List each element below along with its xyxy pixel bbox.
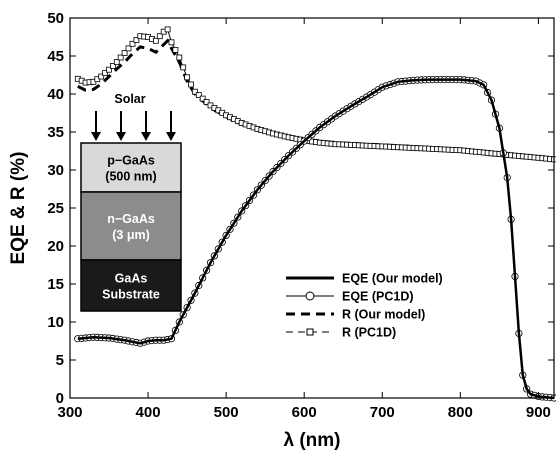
legend-label: R (Our model): [342, 308, 425, 322]
r-pc1d-marker: [164, 26, 171, 33]
r-pc1d-marker: [199, 95, 206, 102]
legend-label: EQE (PC1D): [342, 290, 414, 304]
r-pc1d-marker: [188, 81, 194, 88]
r-pc1d-marker: [117, 54, 124, 61]
y-tick-label: 15: [47, 276, 64, 293]
legend-label: R (PC1D): [342, 326, 396, 340]
inset-layer-box: [80, 191, 182, 261]
inset-layer-box: [80, 259, 182, 312]
inset-layer-name: p−GaAs: [107, 154, 155, 168]
inset-layer-detail: (500 nm): [105, 170, 156, 184]
r-pc1d-marker: [191, 88, 198, 95]
inset-layer-box: [80, 142, 182, 193]
x-tick-label: 500: [214, 404, 239, 421]
y-tick-label: 25: [47, 200, 64, 217]
y-tick-label: 45: [47, 48, 64, 65]
solar-arrowhead: [116, 132, 126, 141]
legend-label: EQE (Our model): [342, 272, 443, 286]
x-tick-label: 900: [526, 404, 551, 421]
r-pc1d-marker: [203, 99, 210, 105]
r-pc1d-marker: [133, 37, 140, 43]
y-tick-label: 30: [47, 162, 64, 179]
series-line-eqe-our-model: [77, 78, 555, 400]
x-axis-label: λ (nm): [284, 430, 341, 451]
solar-arrowhead: [166, 132, 176, 141]
y-tick-label: 5: [56, 352, 64, 369]
y-tick-label: 20: [47, 238, 64, 255]
y-tick-label: 50: [47, 10, 64, 27]
r-pc1d-marker: [195, 92, 202, 98]
y-tick-label: 0: [56, 390, 64, 407]
inset-layer-detail: (3 μm): [112, 228, 150, 242]
r-pc1d-marker: [152, 37, 159, 44]
x-tick-label: 600: [292, 404, 317, 421]
r-pc1d-marker: [113, 59, 120, 65]
r-pc1d-marker: [106, 66, 112, 73]
r-pc1d-marker: [110, 63, 116, 69]
x-tick-label: 700: [370, 404, 395, 421]
r-pc1d-marker: [156, 33, 163, 40]
y-tick-label: 35: [47, 124, 64, 141]
device-structure-inset: Solar p−GaAs (500 nm) n−GaAs (3 μm) GaAs Subst…: [80, 92, 182, 312]
solar-arrowhead: [91, 132, 101, 141]
r-pc1d-marker: [129, 40, 136, 47]
solar-label: Solar: [114, 92, 145, 106]
y-tick-label: 10: [47, 314, 64, 331]
inset-layer-name: n−GaAs: [107, 212, 155, 226]
legend: EQE (Our model) EQE (PC1D) R (Our model) R …: [286, 272, 443, 340]
r-pc1d-marker: [102, 70, 108, 76]
r-pc1d-marker: [121, 50, 128, 56]
axes-layer: 300 400 500 600 700 800 900 0 5 10 15 20 25 30 35 40 45 5…: [8, 10, 555, 451]
r-pc1d-marker: [176, 54, 183, 61]
r-pc1d-marker: [184, 74, 191, 81]
r-pc1d-marker: [98, 73, 105, 80]
solar-arrowhead: [141, 132, 151, 141]
x-tick-label: 300: [57, 404, 82, 421]
x-tick-label: 400: [136, 404, 161, 421]
inset-layer-name: GaAs: [115, 272, 148, 286]
y-tick-label: 40: [47, 86, 64, 103]
y-axis-label: EQE & R (%): [8, 152, 29, 265]
inset-layer-detail: Substrate: [102, 288, 160, 302]
legend-marker-circle: [305, 291, 315, 301]
series-layer: [74, 26, 556, 402]
r-pc1d-marker: [172, 47, 179, 53]
r-pc1d-marker: [125, 45, 132, 52]
legend-marker-square: [306, 328, 314, 336]
r-pc1d-marker: [180, 64, 187, 71]
x-tick-label: 800: [448, 404, 473, 421]
r-pc1d-marker: [168, 39, 175, 46]
